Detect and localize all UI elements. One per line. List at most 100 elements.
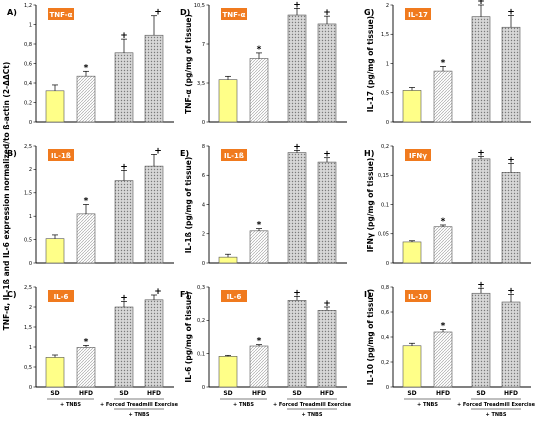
y-tick-label: 2	[386, 3, 389, 9]
cytokine-tag-label: TNF-α	[50, 11, 73, 19]
y-tick-label: 1	[29, 22, 32, 28]
cytokine-tag-box	[405, 8, 431, 20]
y-tick-label: 0,1	[197, 351, 205, 357]
y-tick-label: 0,3	[197, 285, 205, 291]
panel-label: D)	[180, 8, 190, 17]
bar	[218, 356, 238, 388]
y-tick-label: 0	[202, 120, 205, 126]
x-category-label: HFD	[147, 390, 161, 397]
bar	[287, 14, 307, 123]
significance-star: *	[257, 337, 262, 347]
y-tick-label: 1	[386, 61, 389, 67]
y-tick-label: 0,4	[24, 81, 32, 87]
y-tick-label: 7	[202, 42, 205, 48]
cytokine-tag-box	[48, 290, 74, 302]
significance-star: *	[84, 197, 89, 207]
y-axis-title-h: IFNγ (pg/mg of tissue)	[366, 158, 375, 253]
panel-label: A)	[7, 8, 17, 17]
y-tick-label: 0	[29, 120, 32, 126]
y-tick-label: 2	[29, 167, 32, 173]
significance-plus: +	[323, 8, 331, 18]
panel-b: 0 0,5 1 1,5 2 2,5 B) IL-1ß * + +	[7, 144, 174, 267]
panel-label: F)	[180, 290, 189, 299]
group-label: + TNBS	[60, 402, 81, 408]
y-tick-label: 0,5	[24, 365, 32, 371]
bar	[471, 292, 491, 388]
y-tick-label: 0,6	[24, 61, 32, 67]
bar	[501, 26, 521, 123]
x-category-label: SD	[119, 390, 128, 397]
bar	[433, 70, 453, 123]
group-label: + TNBS	[129, 412, 150, 418]
bar	[471, 16, 491, 123]
bar	[76, 75, 96, 123]
bar	[45, 238, 65, 264]
y-tick-label: 1,5	[24, 325, 32, 331]
y-tick-label: 0,05	[378, 232, 389, 238]
bar	[471, 158, 491, 264]
y-tick-label: 0,4	[381, 335, 389, 341]
bar	[144, 34, 164, 123]
y-tick-label: 1	[29, 214, 32, 220]
y-axis-title-e: IL-1ß (pg/mg of tissue)	[184, 157, 193, 254]
significance-star: *	[84, 63, 89, 73]
y-tick-label: 3,5	[197, 81, 205, 87]
panel-d: 0 3,5 7 10,5 D) TNF-α * + +	[180, 0, 347, 126]
y-tick-label: 0	[202, 261, 205, 267]
significance-plus: +	[120, 162, 128, 172]
y-tick-label: 6	[202, 173, 205, 179]
cytokine-tag-box	[221, 290, 247, 302]
y-tick-label: 2,5	[24, 144, 32, 150]
panel-label: G)	[364, 8, 374, 17]
significance-plus: +	[477, 280, 485, 290]
significance-plus: +	[323, 150, 331, 160]
significance-plus: +	[323, 299, 331, 309]
y-axis-title-d: TNF-α (pg/mg of tissue)	[184, 14, 193, 114]
bar	[501, 172, 521, 264]
significance-star: *	[84, 337, 89, 347]
bar	[114, 52, 134, 123]
significance-plus: +	[507, 156, 515, 166]
y-tick-label: 0,2	[381, 360, 389, 366]
bar	[287, 300, 307, 388]
y-tick-label: 0	[386, 385, 389, 391]
significance-plus: +	[154, 146, 162, 156]
y-tick-label: 0	[386, 261, 389, 267]
y-axis-title-f: IL-6 (pg/mg of tissue)	[184, 291, 193, 382]
y-tick-label: 10,5	[194, 3, 205, 9]
significance-star: *	[441, 322, 446, 332]
x-category-label: HFD	[79, 390, 93, 397]
y-tick-label: 0	[386, 120, 389, 126]
significance-plus: +	[477, 149, 485, 159]
x-category-label: SD	[476, 390, 485, 397]
bar	[114, 180, 134, 264]
significance-plus: +	[293, 142, 301, 152]
cytokine-tag-label: IL-17	[408, 11, 428, 19]
bar	[501, 301, 521, 388]
bar	[45, 357, 65, 388]
panel-e: 0 2 4 6 8 E) IL-1ß * + +	[180, 142, 347, 267]
y-tick-label: 0,8	[24, 42, 32, 48]
group-label: + Forced Treadmill Exercise	[457, 402, 536, 408]
cytokine-tag-label: IL-1ß	[51, 152, 71, 160]
bar	[287, 152, 307, 264]
y-tick-label: 2	[29, 305, 32, 311]
significance-plus: +	[293, 0, 301, 10]
panel-g: 0 0,5 1 1,5 2 G) IL-17 * + +	[364, 0, 531, 126]
y-tick-label: 0,6	[381, 310, 389, 316]
y-tick-label: 0	[29, 385, 32, 391]
bar	[402, 241, 422, 264]
significance-plus: +	[477, 0, 485, 7]
x-category-label: HFD	[320, 390, 334, 397]
y-tick-label: 4	[202, 202, 205, 208]
bar	[317, 161, 337, 264]
x-category-label: HFD	[504, 390, 518, 397]
x-category-label: SD	[223, 390, 232, 397]
bar	[76, 213, 96, 264]
bar	[144, 299, 164, 388]
y-tick-label: 0,8	[381, 285, 389, 291]
bar	[433, 226, 453, 264]
cytokine-tag-label: IL-6	[54, 293, 69, 301]
y-tick-label: 0,1	[381, 202, 389, 208]
